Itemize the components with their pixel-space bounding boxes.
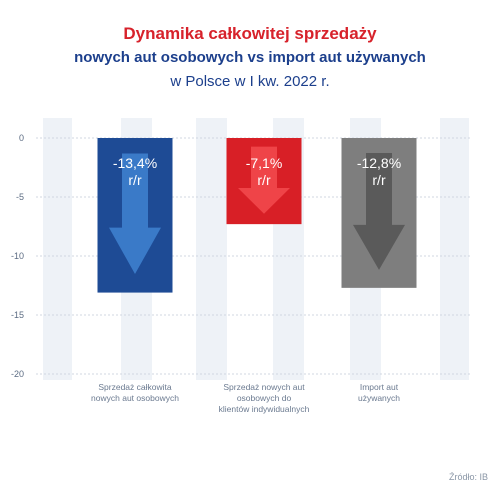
down-arrow-icon	[109, 153, 161, 275]
bars: -13,4%r/r-7,1%r/r-12,8%r/r	[97, 138, 417, 293]
y-tick-label-1: -5	[16, 192, 24, 202]
category-label-2: osobowych do	[237, 393, 292, 403]
y-tick-label-3: -15	[11, 310, 24, 320]
down-arrow-icon	[238, 146, 290, 214]
chart-subtitle-period: w Polsce w I kw. 2022 r.	[170, 73, 330, 90]
down-arrow-icon	[353, 152, 405, 270]
category-label-1: nowych aut osobowych	[91, 393, 179, 403]
bar-value-label-1: -13,4%	[113, 155, 157, 171]
y-tick-label-0: 0	[19, 133, 24, 143]
category-label-2: Sprzedaż nowych aut	[223, 382, 305, 392]
bar-group-2: -7,1%r/r	[226, 138, 302, 225]
bar-unit-label-1: r/r	[128, 172, 142, 188]
category-label-1: Sprzedaż całkowita	[98, 382, 172, 392]
bar-value-label-3: -12,8%	[357, 155, 401, 171]
chart-title-block: Dynamika całkowitej sprzedaży nowych aut…	[0, 22, 500, 94]
chart-subtitle: nowych aut osobowych vs import aut używa…	[74, 49, 426, 66]
bar-group-3: -12,8%r/r	[341, 138, 417, 288]
bar-value-label-2: -7,1%	[246, 155, 283, 171]
category-label-3: używanych	[358, 393, 400, 403]
background-stripe-1	[43, 118, 72, 380]
bar-group-1: -13,4%r/r	[97, 138, 173, 293]
bar-unit-label-2: r/r	[257, 172, 271, 188]
chart-title: Dynamika całkowitej sprzedaży	[123, 24, 377, 43]
category-label-3: Import aut	[360, 382, 399, 392]
background-stripe-6	[440, 118, 469, 380]
source-note: Źródło: IB	[448, 472, 488, 482]
background-stripe-3	[196, 118, 227, 380]
category-label-2: klientów indywidualnych	[219, 404, 310, 414]
y-tick-label-2: -10	[11, 251, 24, 261]
bar-unit-label-3: r/r	[372, 172, 386, 188]
y-tick-label-4: -20	[11, 369, 24, 379]
